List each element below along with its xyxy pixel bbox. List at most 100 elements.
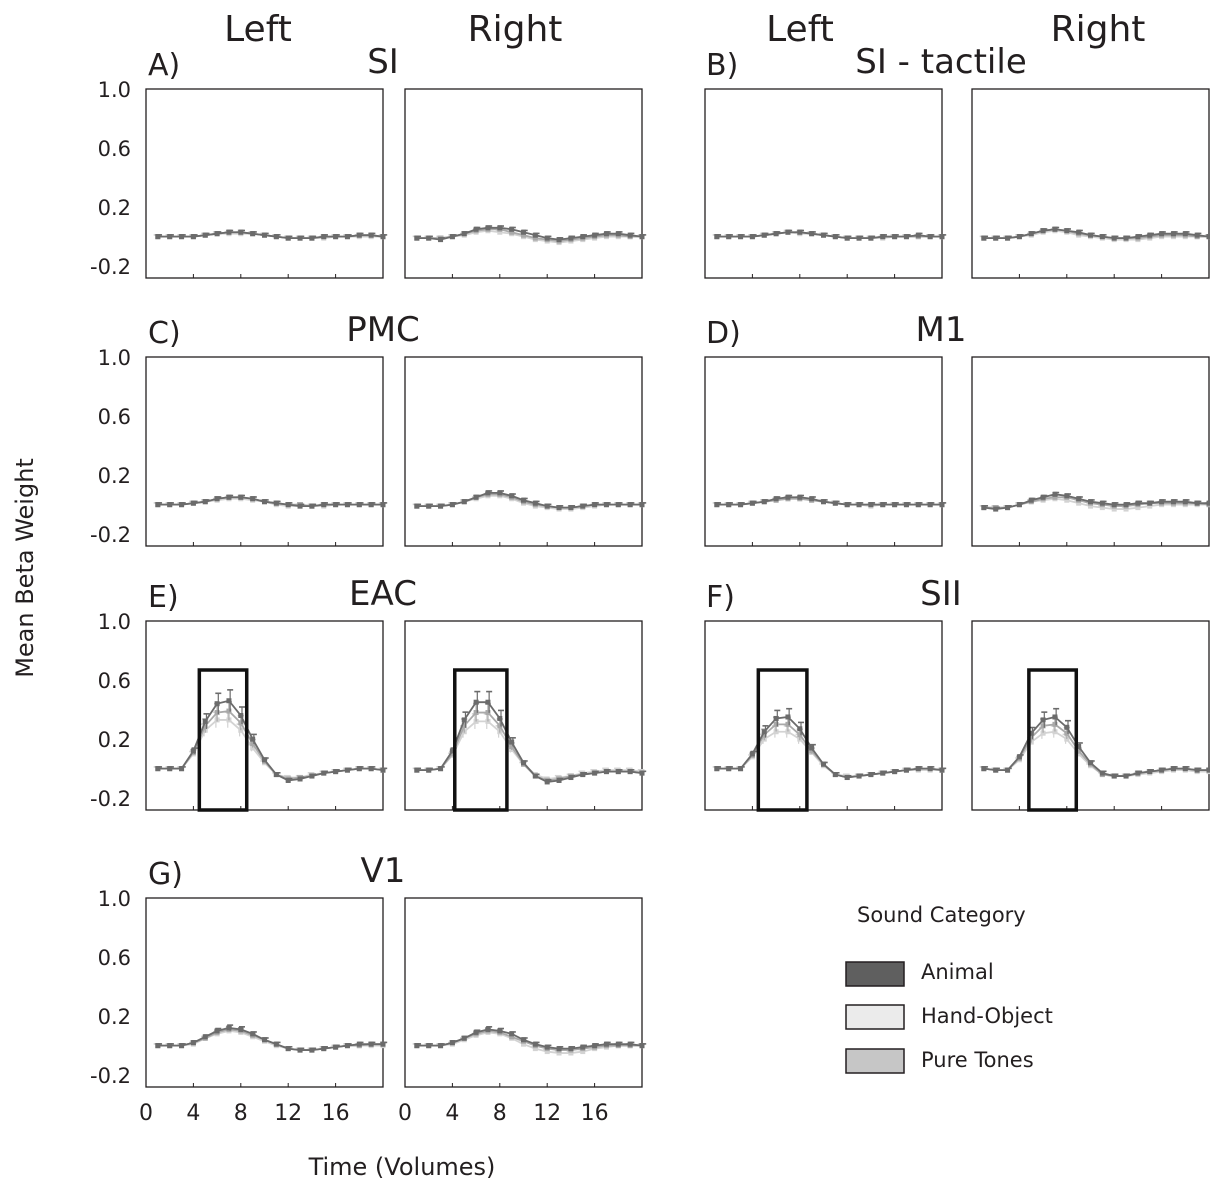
data-point [344, 767, 350, 773]
data-point [262, 232, 267, 238]
data-point [856, 235, 862, 241]
data-point [627, 769, 633, 775]
data-point [832, 500, 838, 506]
plot-frame [145, 620, 384, 811]
data-point [214, 496, 220, 502]
series-animal [155, 1024, 388, 1053]
x-tick-label: 16 [322, 1101, 350, 1126]
y-tick-label: -0.2 [90, 255, 131, 279]
data-point [603, 1041, 609, 1047]
data-point [761, 232, 767, 238]
data-point [738, 502, 744, 508]
data-point [821, 232, 826, 238]
series-animal [714, 229, 947, 241]
data-point [532, 1041, 538, 1047]
data-point [250, 745, 256, 751]
data-point [868, 235, 874, 241]
plot-pmc-right [404, 356, 647, 547]
data-point [521, 232, 526, 238]
data-point [993, 235, 999, 241]
data-point [250, 231, 256, 237]
series-hand-object [712, 725, 945, 779]
data-point [639, 502, 645, 508]
data-point [627, 1041, 633, 1047]
plot-eac-right [404, 620, 647, 812]
legend-swatch-animal [845, 961, 905, 987]
data-point [639, 770, 645, 776]
data-point [1076, 744, 1082, 750]
data-point [761, 499, 767, 505]
data-point [868, 772, 874, 778]
data-point [927, 502, 933, 508]
plot-frame [704, 356, 943, 547]
data-point [603, 231, 609, 237]
data-point [226, 708, 232, 714]
data-point [1005, 235, 1011, 241]
data-point [809, 231, 815, 237]
y-tick-label: 0.2 [98, 1005, 131, 1029]
data-point [155, 1043, 161, 1049]
data-point [1135, 234, 1141, 240]
y-tick-label: -0.2 [90, 787, 131, 811]
data-point [580, 234, 586, 240]
data-point [797, 494, 803, 500]
data-point [509, 744, 515, 750]
data-point [214, 710, 220, 716]
data-point [738, 766, 744, 772]
data-point [414, 767, 420, 773]
data-point [532, 1046, 538, 1052]
data-point [832, 234, 838, 240]
legend-title: Sound Category [857, 903, 1026, 927]
data-point [202, 499, 208, 505]
plot-m1-right [971, 356, 1210, 547]
data-point [473, 1029, 479, 1035]
data-point [856, 773, 862, 779]
data-point [485, 225, 491, 231]
data-point [461, 499, 467, 505]
plot-frame [971, 88, 1210, 279]
data-point [167, 234, 173, 240]
data-point [1064, 730, 1070, 736]
data-point [309, 1047, 315, 1053]
data-point [426, 503, 432, 509]
data-point [309, 235, 315, 241]
data-point [1099, 234, 1105, 240]
x-tick-label: 8 [234, 1101, 248, 1126]
plot-frame [704, 620, 943, 811]
data-point [309, 503, 315, 509]
data-point [1206, 767, 1210, 773]
data-point [714, 234, 720, 240]
legend-swatch-hand-object [845, 1004, 905, 1030]
panel-letter: D) [706, 316, 741, 351]
legend: Sound Category Animal Hand-Object Pure T… [845, 903, 1053, 1074]
data-point [1052, 226, 1058, 232]
data-point [155, 766, 161, 772]
data-point [592, 502, 598, 508]
data-point [580, 1049, 586, 1055]
data-point [497, 229, 503, 235]
data-point [238, 229, 244, 235]
y-tick-label: 1.0 [98, 610, 131, 634]
data-point [368, 232, 374, 238]
data-point [556, 237, 562, 243]
data-point [273, 234, 279, 240]
data-point [449, 234, 455, 240]
data-point [1052, 729, 1058, 735]
y-tick-label: 0.2 [98, 464, 131, 488]
data-point [580, 772, 586, 778]
data-point [580, 503, 586, 509]
data-point [981, 505, 987, 511]
data-point [250, 741, 256, 747]
data-point [797, 726, 803, 732]
data-point [1194, 500, 1200, 506]
data-point [1111, 773, 1117, 779]
data-point [880, 770, 886, 776]
series-animal [714, 707, 947, 781]
data-point [773, 729, 779, 735]
data-point [568, 235, 574, 241]
plot-frame [704, 88, 943, 279]
series-animal [714, 494, 947, 508]
data-point [903, 234, 909, 240]
data-point [1005, 767, 1011, 773]
panel-letter: B) [706, 48, 738, 83]
